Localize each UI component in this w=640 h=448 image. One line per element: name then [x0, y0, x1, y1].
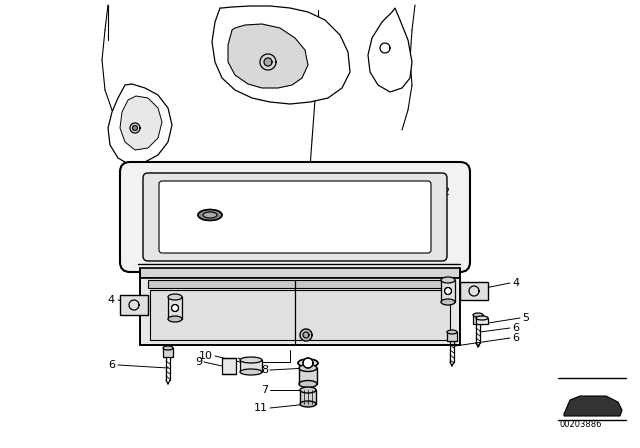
Polygon shape — [564, 396, 622, 416]
Bar — [299, 368, 317, 384]
Polygon shape — [140, 268, 460, 278]
Ellipse shape — [168, 316, 182, 322]
Text: 5: 5 — [522, 313, 529, 323]
Ellipse shape — [300, 387, 316, 393]
Text: 10: 10 — [199, 351, 213, 361]
Polygon shape — [132, 125, 138, 130]
Ellipse shape — [198, 210, 222, 220]
Polygon shape — [303, 332, 309, 338]
Bar — [476, 318, 488, 324]
Ellipse shape — [476, 316, 488, 320]
Polygon shape — [300, 329, 312, 341]
Text: 4: 4 — [512, 278, 519, 288]
Text: 6: 6 — [108, 360, 115, 370]
Polygon shape — [303, 358, 313, 368]
Bar — [300, 390, 316, 404]
Ellipse shape — [240, 369, 262, 375]
Polygon shape — [108, 84, 172, 165]
Bar — [473, 315, 483, 324]
Text: 8: 8 — [261, 365, 268, 375]
Ellipse shape — [240, 357, 262, 363]
Bar — [163, 348, 173, 357]
Text: 7: 7 — [261, 385, 268, 395]
Polygon shape — [120, 295, 148, 315]
Polygon shape — [212, 6, 350, 104]
Ellipse shape — [203, 212, 217, 218]
Ellipse shape — [298, 359, 318, 367]
Polygon shape — [228, 24, 308, 88]
Ellipse shape — [441, 299, 455, 305]
Ellipse shape — [300, 401, 316, 407]
FancyBboxPatch shape — [143, 173, 447, 261]
Bar — [441, 280, 455, 302]
Bar — [168, 297, 182, 319]
Ellipse shape — [168, 294, 182, 300]
Polygon shape — [460, 282, 488, 300]
Text: 9: 9 — [195, 357, 202, 367]
Polygon shape — [445, 288, 451, 294]
Ellipse shape — [441, 277, 455, 283]
Polygon shape — [150, 290, 450, 340]
Polygon shape — [172, 305, 179, 311]
Text: 6: 6 — [512, 323, 519, 333]
Polygon shape — [368, 8, 412, 92]
Text: 11: 11 — [254, 403, 268, 413]
Ellipse shape — [163, 346, 173, 350]
FancyBboxPatch shape — [120, 162, 470, 272]
Ellipse shape — [447, 330, 457, 334]
Polygon shape — [148, 280, 452, 288]
FancyBboxPatch shape — [159, 181, 431, 253]
Polygon shape — [120, 96, 162, 150]
Text: 1: 1 — [251, 357, 258, 367]
Ellipse shape — [473, 313, 483, 317]
Polygon shape — [264, 58, 272, 66]
Text: 6: 6 — [512, 333, 519, 343]
Text: 3: 3 — [240, 217, 247, 227]
Ellipse shape — [299, 365, 317, 371]
Text: 4: 4 — [108, 295, 115, 305]
Text: 00203886: 00203886 — [560, 419, 602, 428]
Bar — [222, 358, 236, 374]
Ellipse shape — [299, 380, 317, 388]
Polygon shape — [140, 278, 460, 345]
Text: 2: 2 — [442, 187, 449, 197]
Bar — [240, 360, 262, 372]
Bar — [447, 332, 457, 341]
